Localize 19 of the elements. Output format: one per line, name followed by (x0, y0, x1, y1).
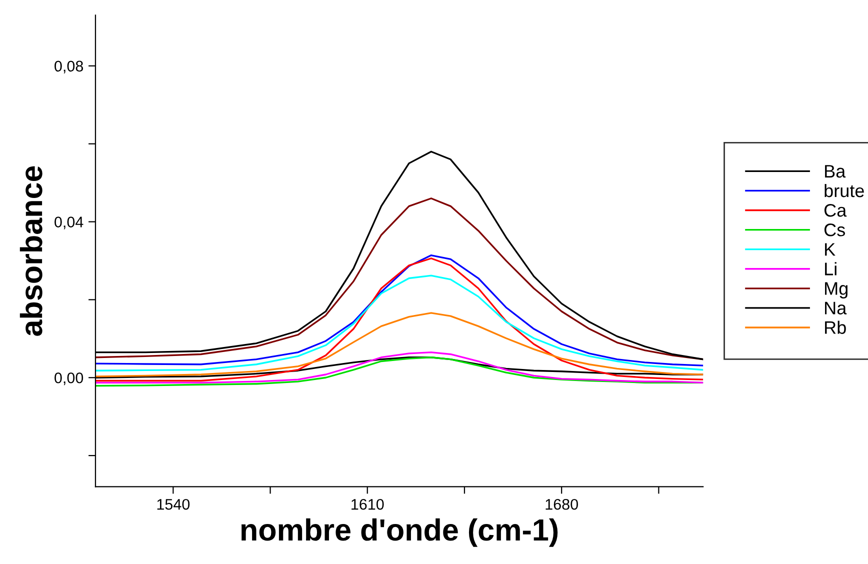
x-tick-label: 1680 (546, 498, 578, 510)
legend-label: brute (824, 184, 864, 198)
legend-label: Rb (825, 320, 846, 334)
line-series (95, 198, 704, 360)
y-tick-label: 0,08 (54, 60, 84, 74)
legend-label: Na (825, 302, 847, 314)
x-tick-label: 1540 (157, 498, 190, 510)
legend-label: Mg (825, 282, 848, 298)
legend-label: Ca (824, 204, 847, 217)
y-tick-label: 0,00 (54, 372, 84, 386)
legend-label: K (825, 243, 836, 256)
x-axis-title: nombre d'onde (cm-1) (241, 518, 558, 547)
x-tick-label: 1610 (352, 498, 384, 510)
y-axis-title: absorbance (20, 166, 42, 336)
legend-label: Li (825, 262, 836, 276)
line-series (95, 274, 704, 372)
legend-label: Cs (824, 224, 845, 236)
legend-label: Ba (825, 165, 846, 178)
y-tick-label: 0,04 (54, 216, 84, 230)
